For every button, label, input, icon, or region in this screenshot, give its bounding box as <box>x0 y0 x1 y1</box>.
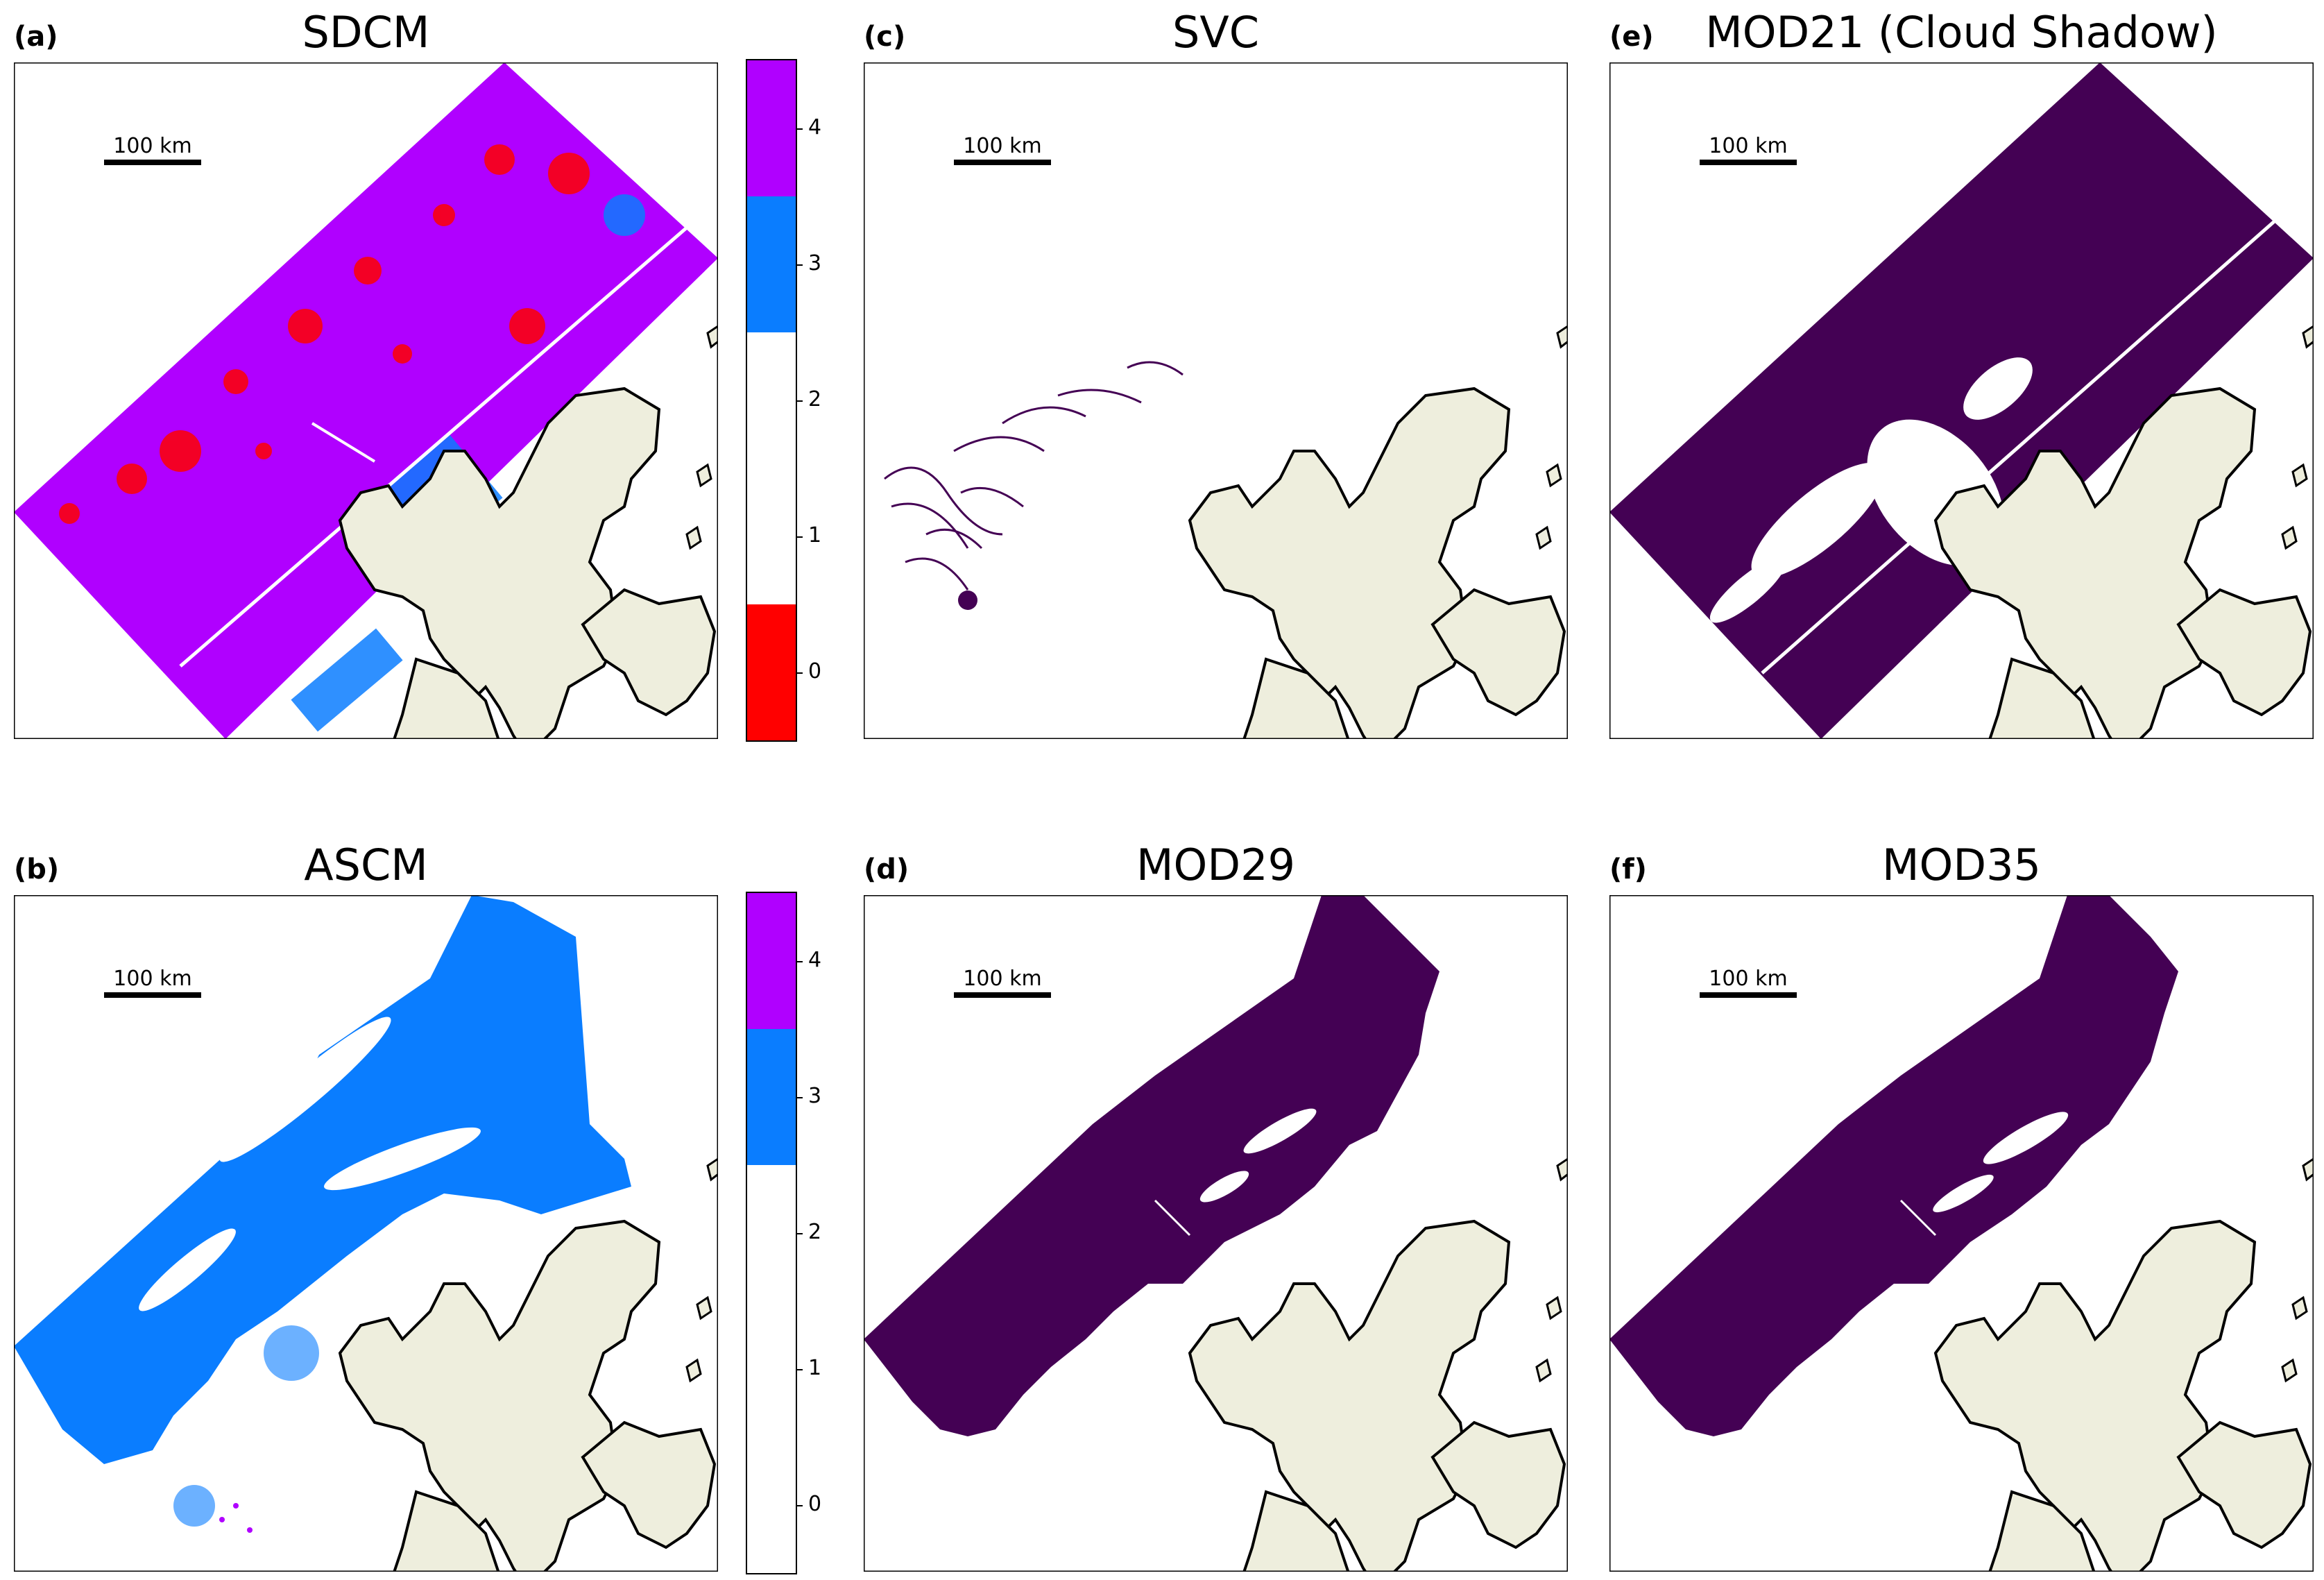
map-a <box>14 62 718 739</box>
colorbar-a <box>746 59 797 742</box>
swath-a <box>14 62 718 739</box>
colorbar-b-tick-0: 0 <box>808 1492 822 1516</box>
mask-gaps-d <box>1199 1108 1317 1203</box>
panel-label-b: (b) <box>14 853 60 885</box>
map-d <box>864 895 1568 1572</box>
ice-region-b <box>14 895 631 1464</box>
panel-label-e: (e) <box>1609 21 1654 53</box>
ice-speckle-b <box>173 1325 319 1527</box>
panel-title-f: MOD35 <box>1882 840 2041 890</box>
panel-label-d: (d) <box>864 853 909 885</box>
panel-label-c: (c) <box>864 21 906 53</box>
mask-gaps-f <box>1933 1112 2069 1213</box>
panel-title-c: SVC <box>1172 7 1260 58</box>
mask-region-d <box>864 895 1439 1436</box>
colorbar-b-tick-1: 1 <box>808 1356 822 1380</box>
ice-gaps-b <box>139 1017 481 1311</box>
panel-label-a: (a) <box>14 21 58 53</box>
panel-title-a: SDCM <box>302 7 430 58</box>
colorbar-b-tick-3: 3 <box>808 1084 822 1108</box>
colorbar-a-tick-1: 1 <box>808 523 822 547</box>
mask-region-f <box>1609 895 2178 1436</box>
colorbar-b <box>746 892 797 1574</box>
colorbar-b-tick-4: 4 <box>808 948 822 972</box>
map-f <box>1609 895 2314 1572</box>
panel-title-b: ASCM <box>304 840 428 890</box>
panel-title-d: MOD29 <box>1136 840 1295 890</box>
colorbar-a-tick-2: 2 <box>808 387 822 411</box>
panel-title-e: MOD21 (Cloud Shadow) <box>1705 7 2218 58</box>
panel-label-f: (f) <box>1609 853 1647 885</box>
colorbar-a-tick-3: 3 <box>808 251 822 275</box>
colorbar-a-tick-0: 0 <box>808 659 822 683</box>
shadow-gaps-e <box>1709 357 2033 623</box>
colorbar-a-tick-4: 4 <box>808 115 822 139</box>
colorbar-b-tick-2: 2 <box>808 1220 822 1244</box>
map-b <box>14 895 718 1572</box>
map-e <box>1609 62 2314 739</box>
svc-detections <box>884 361 1184 591</box>
cloud-speckle-a <box>59 144 590 524</box>
map-c <box>864 62 1568 739</box>
class4-speckle-b <box>219 1503 253 1533</box>
